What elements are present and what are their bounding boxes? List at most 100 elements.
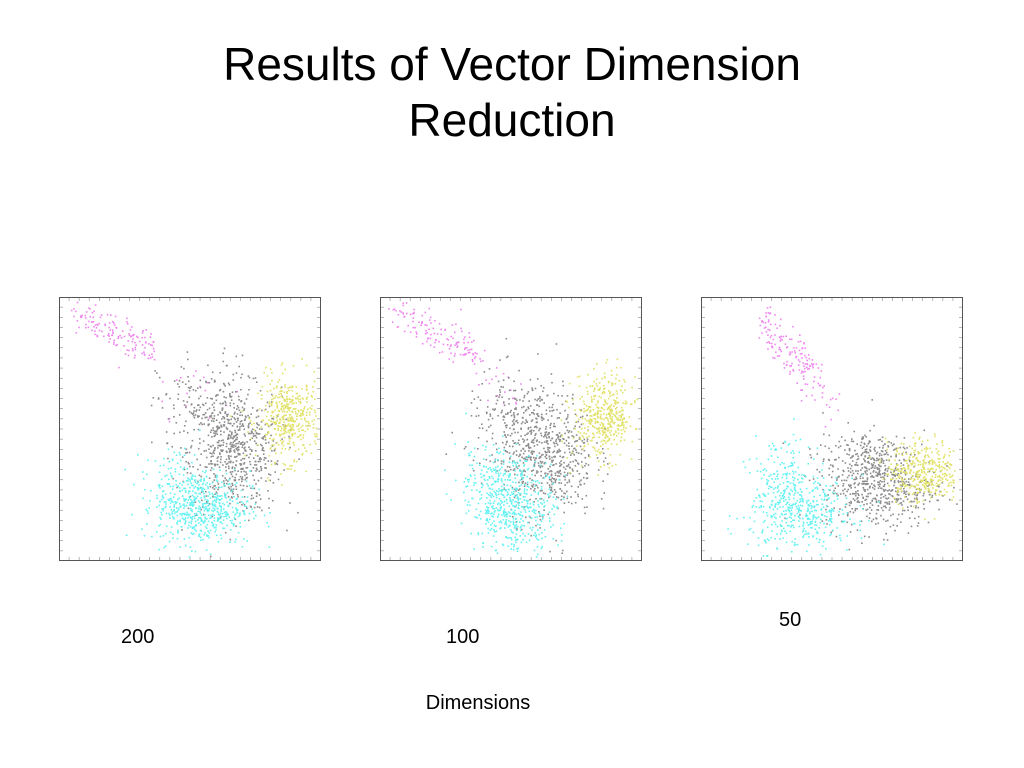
data-point	[231, 489, 234, 491]
data-point	[609, 431, 611, 434]
data-point	[205, 502, 207, 505]
data-point	[488, 477, 491, 479]
data-point	[277, 444, 280, 446]
data-point	[566, 495, 569, 497]
data-point	[152, 341, 155, 344]
data-point	[227, 438, 229, 440]
data-point	[905, 451, 907, 454]
data-point	[765, 326, 767, 329]
data-point	[214, 493, 216, 495]
data-point	[948, 447, 950, 450]
data-point	[221, 497, 223, 500]
data-point	[858, 482, 861, 485]
data-point	[130, 335, 132, 338]
data-point	[196, 495, 199, 498]
data-point	[234, 483, 236, 486]
data-point	[137, 336, 139, 339]
data-point	[568, 479, 571, 481]
data-point	[882, 496, 885, 498]
data-point	[205, 381, 208, 384]
data-point	[279, 421, 281, 423]
data-point	[927, 456, 930, 458]
data-point	[875, 500, 878, 503]
data-point	[268, 473, 270, 475]
data-point	[497, 493, 500, 496]
data-point	[826, 499, 828, 501]
data-point	[498, 498, 501, 500]
data-point	[888, 493, 890, 495]
data-point	[231, 391, 234, 393]
data-point	[197, 481, 200, 484]
data-point	[519, 470, 521, 472]
data-point	[900, 521, 902, 523]
data-point	[302, 436, 304, 439]
data-point	[195, 524, 197, 527]
data-point	[490, 524, 492, 526]
data-point	[286, 431, 288, 434]
data-point	[285, 405, 287, 407]
data-point	[213, 526, 215, 529]
data-point	[515, 517, 517, 520]
data-point	[557, 475, 559, 477]
data-point	[221, 481, 223, 483]
data-point	[262, 436, 265, 438]
data-point	[232, 525, 235, 527]
data-point	[908, 456, 911, 458]
data-point	[149, 500, 151, 502]
data-point	[789, 351, 791, 354]
data-point	[251, 508, 253, 511]
data-point	[472, 459, 475, 462]
data-point	[161, 407, 164, 409]
data-point	[267, 441, 270, 444]
data-point	[630, 458, 633, 460]
data-point	[532, 508, 535, 511]
data-point	[491, 505, 493, 508]
data-point	[600, 466, 602, 468]
data-point	[507, 511, 510, 513]
data-point	[833, 489, 835, 492]
data-point	[237, 449, 239, 452]
data-point	[496, 470, 498, 472]
data-point	[440, 328, 442, 331]
data-point	[878, 485, 881, 488]
data-point	[283, 421, 285, 423]
data-point	[901, 478, 903, 480]
data-point	[203, 509, 206, 512]
data-point	[520, 474, 523, 477]
data-point	[507, 545, 509, 547]
data-point	[232, 446, 235, 448]
data-point	[507, 434, 509, 436]
data-point	[219, 402, 222, 405]
data-point	[905, 453, 908, 455]
data-point	[509, 468, 512, 471]
data-point	[170, 526, 173, 528]
data-point	[913, 500, 915, 503]
data-point	[603, 388, 605, 391]
data-point	[921, 440, 924, 443]
data-point	[473, 548, 475, 550]
data-point	[270, 368, 272, 371]
data-point	[584, 409, 587, 412]
data-point	[284, 386, 286, 388]
data-point	[611, 465, 614, 467]
data-point	[296, 436, 299, 438]
data-point	[171, 476, 173, 478]
data-point	[261, 509, 263, 512]
data-point	[522, 480, 524, 483]
data-point	[515, 541, 517, 544]
data-point	[615, 431, 617, 433]
data-point	[476, 407, 478, 409]
data-point	[876, 472, 879, 475]
data-point	[543, 441, 546, 443]
data-point	[622, 421, 625, 424]
data-point	[228, 434, 230, 436]
data-point	[213, 509, 216, 512]
data-point	[900, 442, 903, 445]
data-point	[837, 468, 839, 470]
data-point	[200, 530, 203, 532]
data-point	[888, 466, 890, 469]
data-point	[421, 342, 424, 345]
data-point	[916, 459, 919, 461]
data-point	[541, 465, 544, 468]
data-point	[198, 501, 201, 504]
